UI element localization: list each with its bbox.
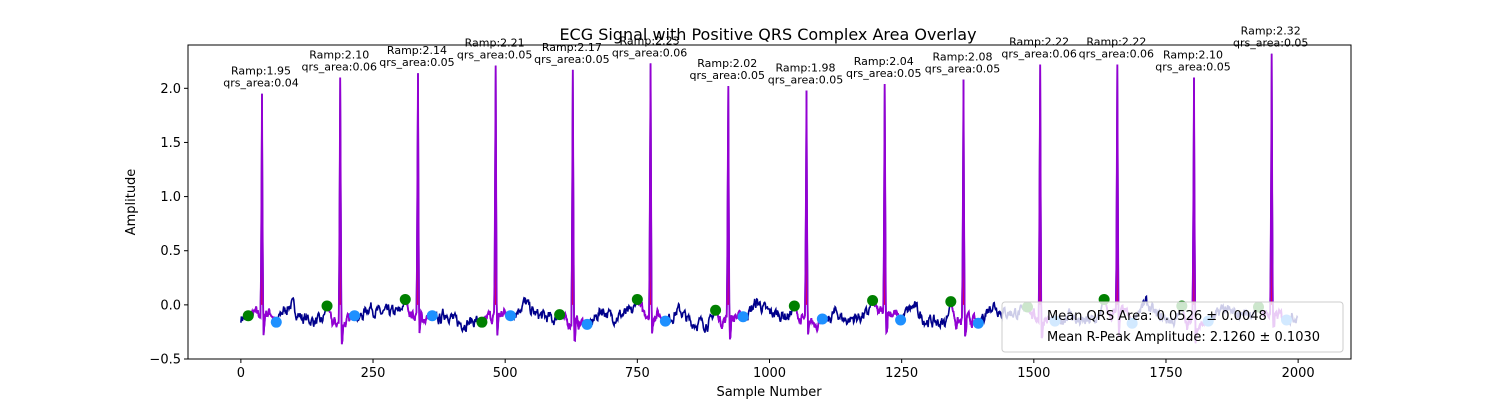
qrs-area-annotation: qrs_area:0.06	[1079, 47, 1154, 60]
qrs-segment-line	[404, 73, 433, 334]
qrs-segment-line	[871, 83, 902, 336]
qrs-offset-marker	[581, 318, 593, 330]
y-tick-label: 0.5	[160, 244, 181, 259]
qrs-segment-line	[714, 86, 744, 340]
x-tick-label: 500	[493, 366, 518, 381]
legend-entry-r-peak: Mean R-Peak Amplitude: 2.1260 ± 0.1030	[1047, 330, 1320, 345]
y-axis-label: Amplitude	[124, 169, 139, 236]
qrs-segment-line	[949, 79, 980, 337]
qrs-offset-marker	[816, 313, 828, 325]
qrs-offset-marker	[895, 314, 907, 326]
qrs-area-annotation: qrs_area:0.06	[302, 60, 377, 73]
ramp-annotation: Ramp:2.10	[1163, 48, 1223, 61]
legend: Mean QRS Area: 0.0526 ± 0.0048 Mean R-Pe…	[1001, 301, 1344, 353]
x-axis-label: Sample Number	[716, 385, 822, 400]
qrs-offset-marker	[504, 310, 516, 322]
qrs-area-annotation: qrs_area:0.06	[612, 46, 687, 59]
ramp-annotation: Ramp:2.08	[932, 51, 992, 64]
ramp-annotation: Ramp:2.04	[854, 55, 914, 68]
x-tick-label: 1000	[753, 366, 786, 381]
qrs-area-annotation: qrs_area:0.06	[1001, 47, 1076, 60]
plot-area: Ramp:1.95qrs_area:0.04Ramp:2.10qrs_area:…	[223, 25, 1308, 345]
chart-title: ECG Signal with Positive QRS Complex Are…	[559, 25, 976, 44]
qrs-segment-line	[558, 69, 588, 343]
qrs-onset-marker	[867, 295, 879, 307]
ramp-annotation: Ramp:2.02	[697, 57, 757, 70]
ramp-annotation: Ramp:1.98	[775, 61, 835, 74]
qrs-onset-marker	[710, 304, 722, 316]
y-tick-label: 0.0	[160, 298, 181, 313]
y-tick-label: 2.0	[160, 82, 181, 97]
x-tick-label: 1250	[885, 366, 918, 381]
y-tick-label: 1.0	[160, 190, 181, 205]
qrs-offset-marker	[972, 317, 984, 329]
qrs-onset-marker	[399, 293, 411, 305]
qrs-area-annotation: qrs_area:0.05	[1155, 60, 1230, 73]
qrs-offset-marker	[349, 310, 361, 322]
qrs-area-annotation: qrs_area:0.05	[457, 49, 532, 62]
y-tick-label: 1.5	[160, 136, 181, 151]
x-tick-label: 2000	[1282, 366, 1315, 381]
ramp-annotation: Ramp:2.21	[465, 37, 525, 50]
ramp-annotation: Ramp:2.17	[542, 41, 602, 54]
qrs-segment-line	[247, 93, 278, 336]
qrs-onset-marker	[321, 300, 333, 312]
qrs-area-annotation: qrs_area:0.05	[925, 63, 1000, 76]
x-tick-label: 250	[361, 366, 386, 381]
qrs-onset-marker	[476, 316, 488, 328]
qrs-area-annotation: qrs_area:0.05	[379, 56, 454, 69]
ramp-annotation: Ramp:2.23	[620, 34, 680, 47]
qrs-onset-marker	[554, 309, 566, 321]
ramp-annotation: Ramp:2.32	[1241, 25, 1301, 38]
qrs-onset-marker	[242, 310, 254, 322]
qrs-onset-marker	[945, 296, 957, 308]
qrs-segment-line	[481, 65, 511, 336]
ramp-annotation: Ramp:2.10	[309, 48, 369, 61]
ecg-signal-line	[240, 53, 1299, 345]
qrs-segment-line	[1257, 53, 1288, 328]
qrs-offset-marker	[737, 311, 749, 323]
x-tick-label: 1750	[1149, 366, 1182, 381]
qrs-onset-marker	[631, 293, 643, 305]
qrs-segment-line	[793, 90, 823, 335]
y-tick-label: −0.5	[149, 353, 181, 368]
x-tick-label: 750	[625, 366, 650, 381]
qrs-area-annotation: qrs_area:0.04	[223, 77, 298, 90]
ramp-annotation: Ramp:1.95	[231, 65, 291, 78]
qrs-area-annotation: qrs_area:0.05	[690, 69, 765, 82]
qrs-area-annotation: qrs_area:0.05	[534, 53, 609, 66]
qrs-offset-marker	[426, 310, 438, 322]
qrs-segment-line	[636, 63, 666, 334]
x-tick-label: 1500	[1017, 366, 1050, 381]
qrs-segment-line	[1026, 64, 1056, 339]
x-tick-label: 0	[237, 366, 245, 381]
legend-entry-qrs-area: Mean QRS Area: 0.0526 ± 0.0048	[1047, 309, 1267, 324]
legend-box	[1001, 301, 1344, 353]
qrs-onset-marker	[788, 300, 800, 312]
qrs-offset-marker	[659, 315, 671, 327]
axis-ticks: 0 250 500 750 1000 1250 1500 1750 2000 −0.5 0.0 0.5…	[149, 82, 1314, 381]
qrs-offset-marker	[270, 316, 282, 328]
qrs-area-annotation: qrs_area:0.05	[846, 67, 921, 80]
ramp-annotation: Ramp:2.14	[387, 44, 447, 57]
qrs-area-annotation: qrs_area:0.05	[1233, 37, 1308, 50]
qrs-area-annotation: qrs_area:0.05	[768, 73, 843, 86]
